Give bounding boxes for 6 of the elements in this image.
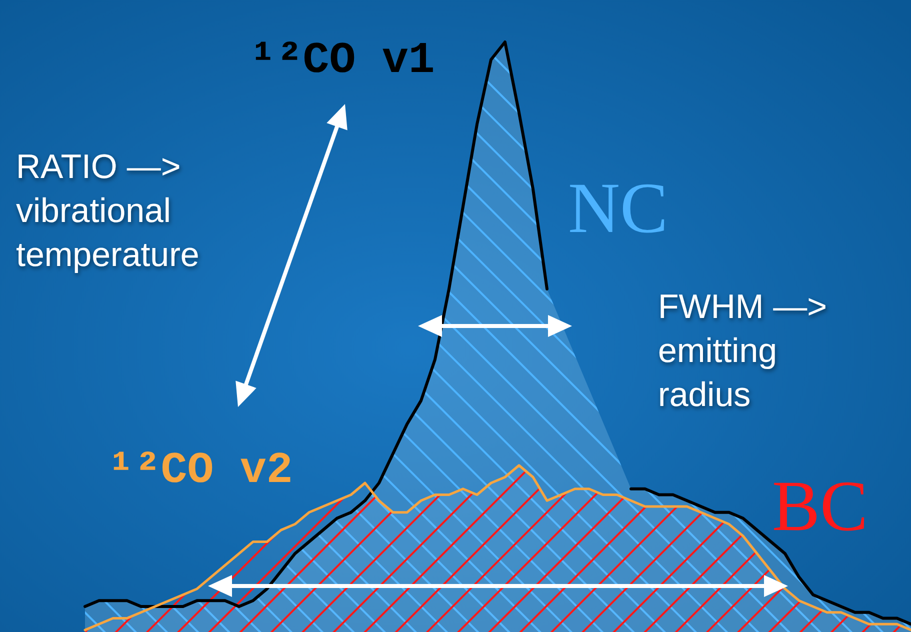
annotation: RATIO —> vibrational temperature bbox=[16, 148, 200, 274]
annotation: NC bbox=[568, 168, 668, 248]
annotation: FWHM —> emitting radius bbox=[658, 288, 828, 414]
series-label: ¹²CO v1 bbox=[250, 36, 435, 86]
series-label: ¹²CO v2 bbox=[108, 446, 293, 496]
annotation: BC bbox=[772, 466, 868, 546]
